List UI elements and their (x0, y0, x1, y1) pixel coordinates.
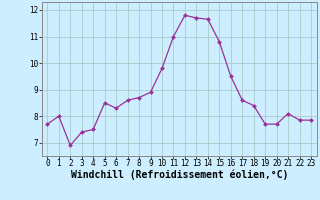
X-axis label: Windchill (Refroidissement éolien,°C): Windchill (Refroidissement éolien,°C) (70, 170, 288, 180)
